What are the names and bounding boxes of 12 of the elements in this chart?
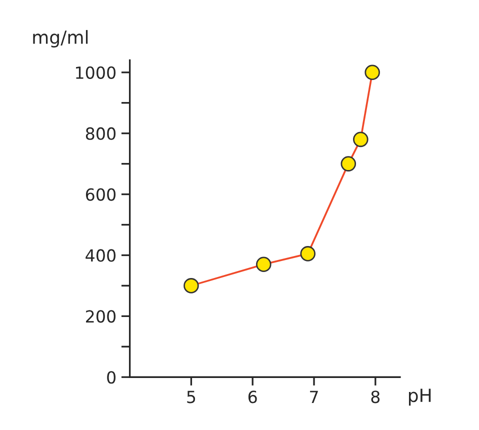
y-tick-label: 200 xyxy=(86,310,116,323)
y-tick-label: 800 xyxy=(86,127,116,140)
y-tick-label: 600 xyxy=(86,188,116,201)
x-tick-label: 8 xyxy=(371,390,380,404)
x-axis-title: pH xyxy=(408,388,431,406)
y-axis-title: mg/ml xyxy=(33,30,88,48)
y-tick-label: 0 xyxy=(107,371,116,384)
y-tick-label: 400 xyxy=(86,249,116,262)
x-tick-label: 7 xyxy=(310,390,318,403)
y-tick-label: 1000 xyxy=(76,66,116,79)
x-tick-label: 5 xyxy=(187,390,196,404)
x-tick-label: 6 xyxy=(248,390,257,404)
